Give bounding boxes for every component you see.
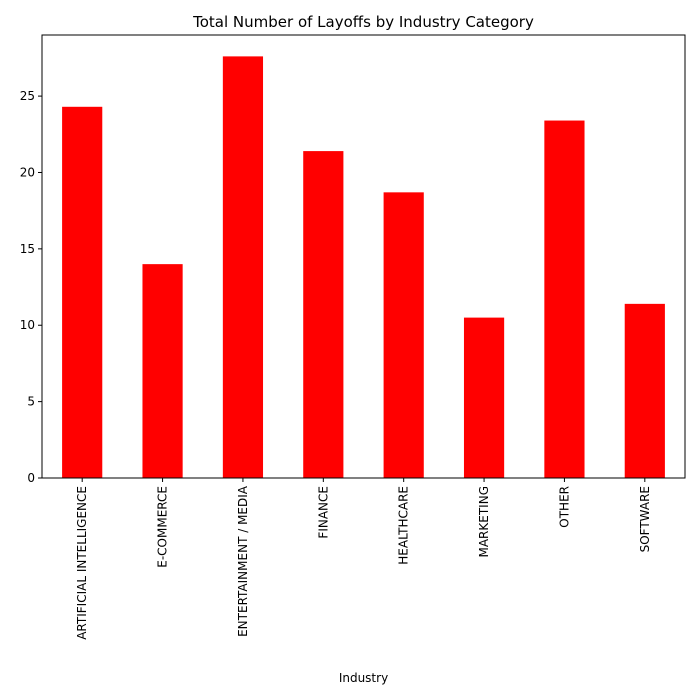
x-tick-label-4: HEALTHCARE [397,486,411,565]
bar-0 [62,106,103,478]
x-tick-label-5: MARKETING [477,486,491,558]
chart-title: Total Number of Layoffs by Industry Cate… [192,13,534,31]
y-tick-label-1: 5 [27,395,35,409]
x-tick-label-6: OTHER [557,486,571,528]
bar-5 [463,317,505,478]
x-tick-label-1: E-COMMERCE [156,486,170,568]
y-tick-label-3: 15 [20,242,35,256]
bar-6 [544,120,585,478]
plot-frame [41,34,686,479]
bar-4 [383,192,424,479]
x-tick-label-7: SOFTWARE [638,486,652,552]
y-axis-ticks: 0 5 10 15 20 25 [20,89,42,485]
y-tick-label-4: 20 [20,165,35,179]
x-tick-label-0: ARTIFICIAL INTELLIGENCE [75,486,89,640]
y-tick-label-2: 10 [20,318,35,332]
bar-1 [142,264,183,478]
x-axis-ticks: ARTIFICIAL INTELLIGENCE E-COMMERCE ENTERTA… [75,478,652,640]
bars-group [62,56,665,479]
bar-7 [624,303,665,478]
y-tick-label-5: 25 [20,89,35,103]
x-tick-label-2: ENTERTAINMENT / MEDIA [236,485,250,637]
x-axis-label: Industry [339,671,388,685]
y-tick-label-0: 0 [27,471,35,485]
bar-3 [303,151,344,478]
x-tick-label-3: FINANCE [316,486,330,539]
bar-2 [222,56,264,479]
